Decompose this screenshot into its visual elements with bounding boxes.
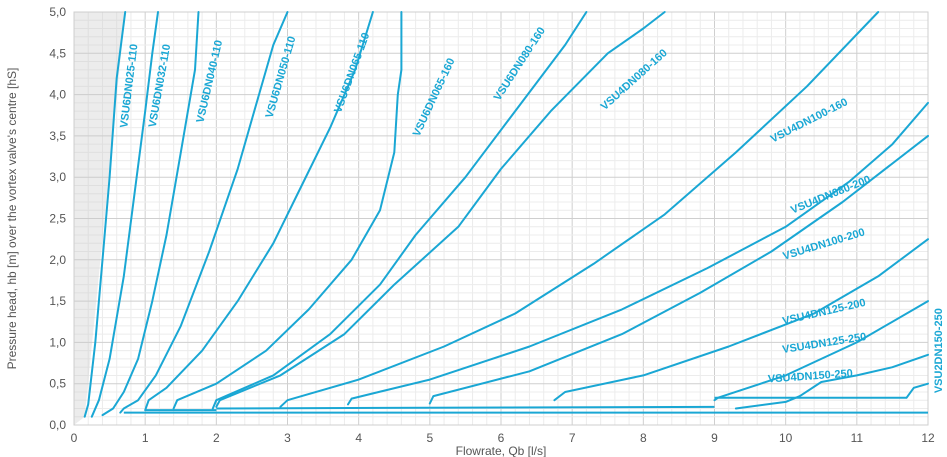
y-axis-title: Pressure head, hb [m] over the vortex va… xyxy=(5,68,19,370)
y-tick-label: 3,0 xyxy=(49,170,66,184)
x-tick-label: 5 xyxy=(426,431,433,445)
curve-label-vsu6dn032-110: VSU6DN032-110 xyxy=(147,43,173,128)
curve-vsu2dn150-250 xyxy=(905,382,929,399)
curve-vsu6dn065-110 xyxy=(144,11,374,412)
x-tick-label: 8 xyxy=(640,431,647,445)
x-axis-title: Flowrate, Qb [l/s] xyxy=(456,444,547,457)
x-tick-label: 9 xyxy=(711,431,718,445)
x-tick-label: 10 xyxy=(779,431,793,445)
x-tick-label: 4 xyxy=(355,431,362,445)
shaded-unusable-region xyxy=(74,12,126,425)
curve-label-vsu6dn065-160: VSU6DN065-160 xyxy=(411,56,458,138)
y-tick-label: 0,5 xyxy=(49,377,66,391)
y-tick-label: 5,0 xyxy=(49,5,66,19)
curve-vsu4dn150-250 xyxy=(734,353,929,410)
curve-vsu6dn080-160 xyxy=(211,11,588,410)
x-axis-ticks: 0 1 2 3 4 5 6 7 8 9 10 11 12 xyxy=(71,431,935,445)
curve-vsu6dn032-110 xyxy=(90,11,159,418)
curves xyxy=(83,11,929,418)
y-tick-label: 1,0 xyxy=(49,335,66,349)
y-tick-label: 2,5 xyxy=(49,212,66,226)
y-tick-label: 2,0 xyxy=(49,253,66,267)
x-tick-label: 12 xyxy=(921,431,935,445)
curve-vsu6dn065-160 xyxy=(172,11,403,410)
x-tick-label: 6 xyxy=(498,431,505,445)
curve-label-vsu4dn100-200: VSU4DN100-200 xyxy=(782,226,867,262)
curve-label-vsu4dn150-250: VSU4DN150-250 xyxy=(768,368,854,386)
x-tick-label: 1 xyxy=(142,431,149,445)
y-tick-label: 4,0 xyxy=(49,88,66,102)
x-tick-label: 7 xyxy=(569,431,576,445)
plot-frame xyxy=(73,11,929,426)
curve-vsu4dn100-160 xyxy=(279,11,880,408)
curve-vsu4dn100-200 xyxy=(428,134,929,405)
curve-vsu4dn125-200 xyxy=(553,238,929,402)
curve-vsu6dn025-110 xyxy=(83,11,127,418)
curve-label-vsu4dn100-160: VSU4DN100-160 xyxy=(769,96,850,145)
curve-label-vsu6dn065-110: VSU6DN065-110 xyxy=(332,31,372,114)
x-tick-label: 0 xyxy=(71,431,78,445)
x-tick-label: 11 xyxy=(851,431,864,445)
x-tick-label: 3 xyxy=(284,431,291,445)
y-tick-label: 0,0 xyxy=(49,418,66,432)
curve-vsu4dn080-200 xyxy=(347,101,929,406)
y-tick-label: 4,5 xyxy=(49,46,66,60)
grid xyxy=(73,11,929,426)
base-flow-segment xyxy=(216,405,715,410)
y-tick-label: 1,5 xyxy=(49,294,66,308)
curve-labels: VSU6DN025-110 VSU6DN032-110 VSU6DN040-110 V… xyxy=(118,25,945,393)
y-tick-label: 3,5 xyxy=(49,129,66,143)
curve-vsu6dn040-110 xyxy=(101,11,200,417)
y-axis-ticks: 0,0 0,5 1,0 1,5 2,0 2,5 3,0 3,5 4,0 4,5 5,0 xyxy=(49,5,66,432)
curve-vsu4dn080-160 xyxy=(215,11,666,408)
curve-label-vsu2dn150-250: VSU2DN150-250 xyxy=(933,308,945,393)
curve-label-vsu6dn050-110: VSU6DN050-110 xyxy=(264,35,299,119)
curve-label-vsu4dn125-250: VSU4DN125-250 xyxy=(781,331,867,356)
curve-vsu6dn050-110 xyxy=(119,11,289,414)
x-tick-label: 2 xyxy=(213,431,220,445)
